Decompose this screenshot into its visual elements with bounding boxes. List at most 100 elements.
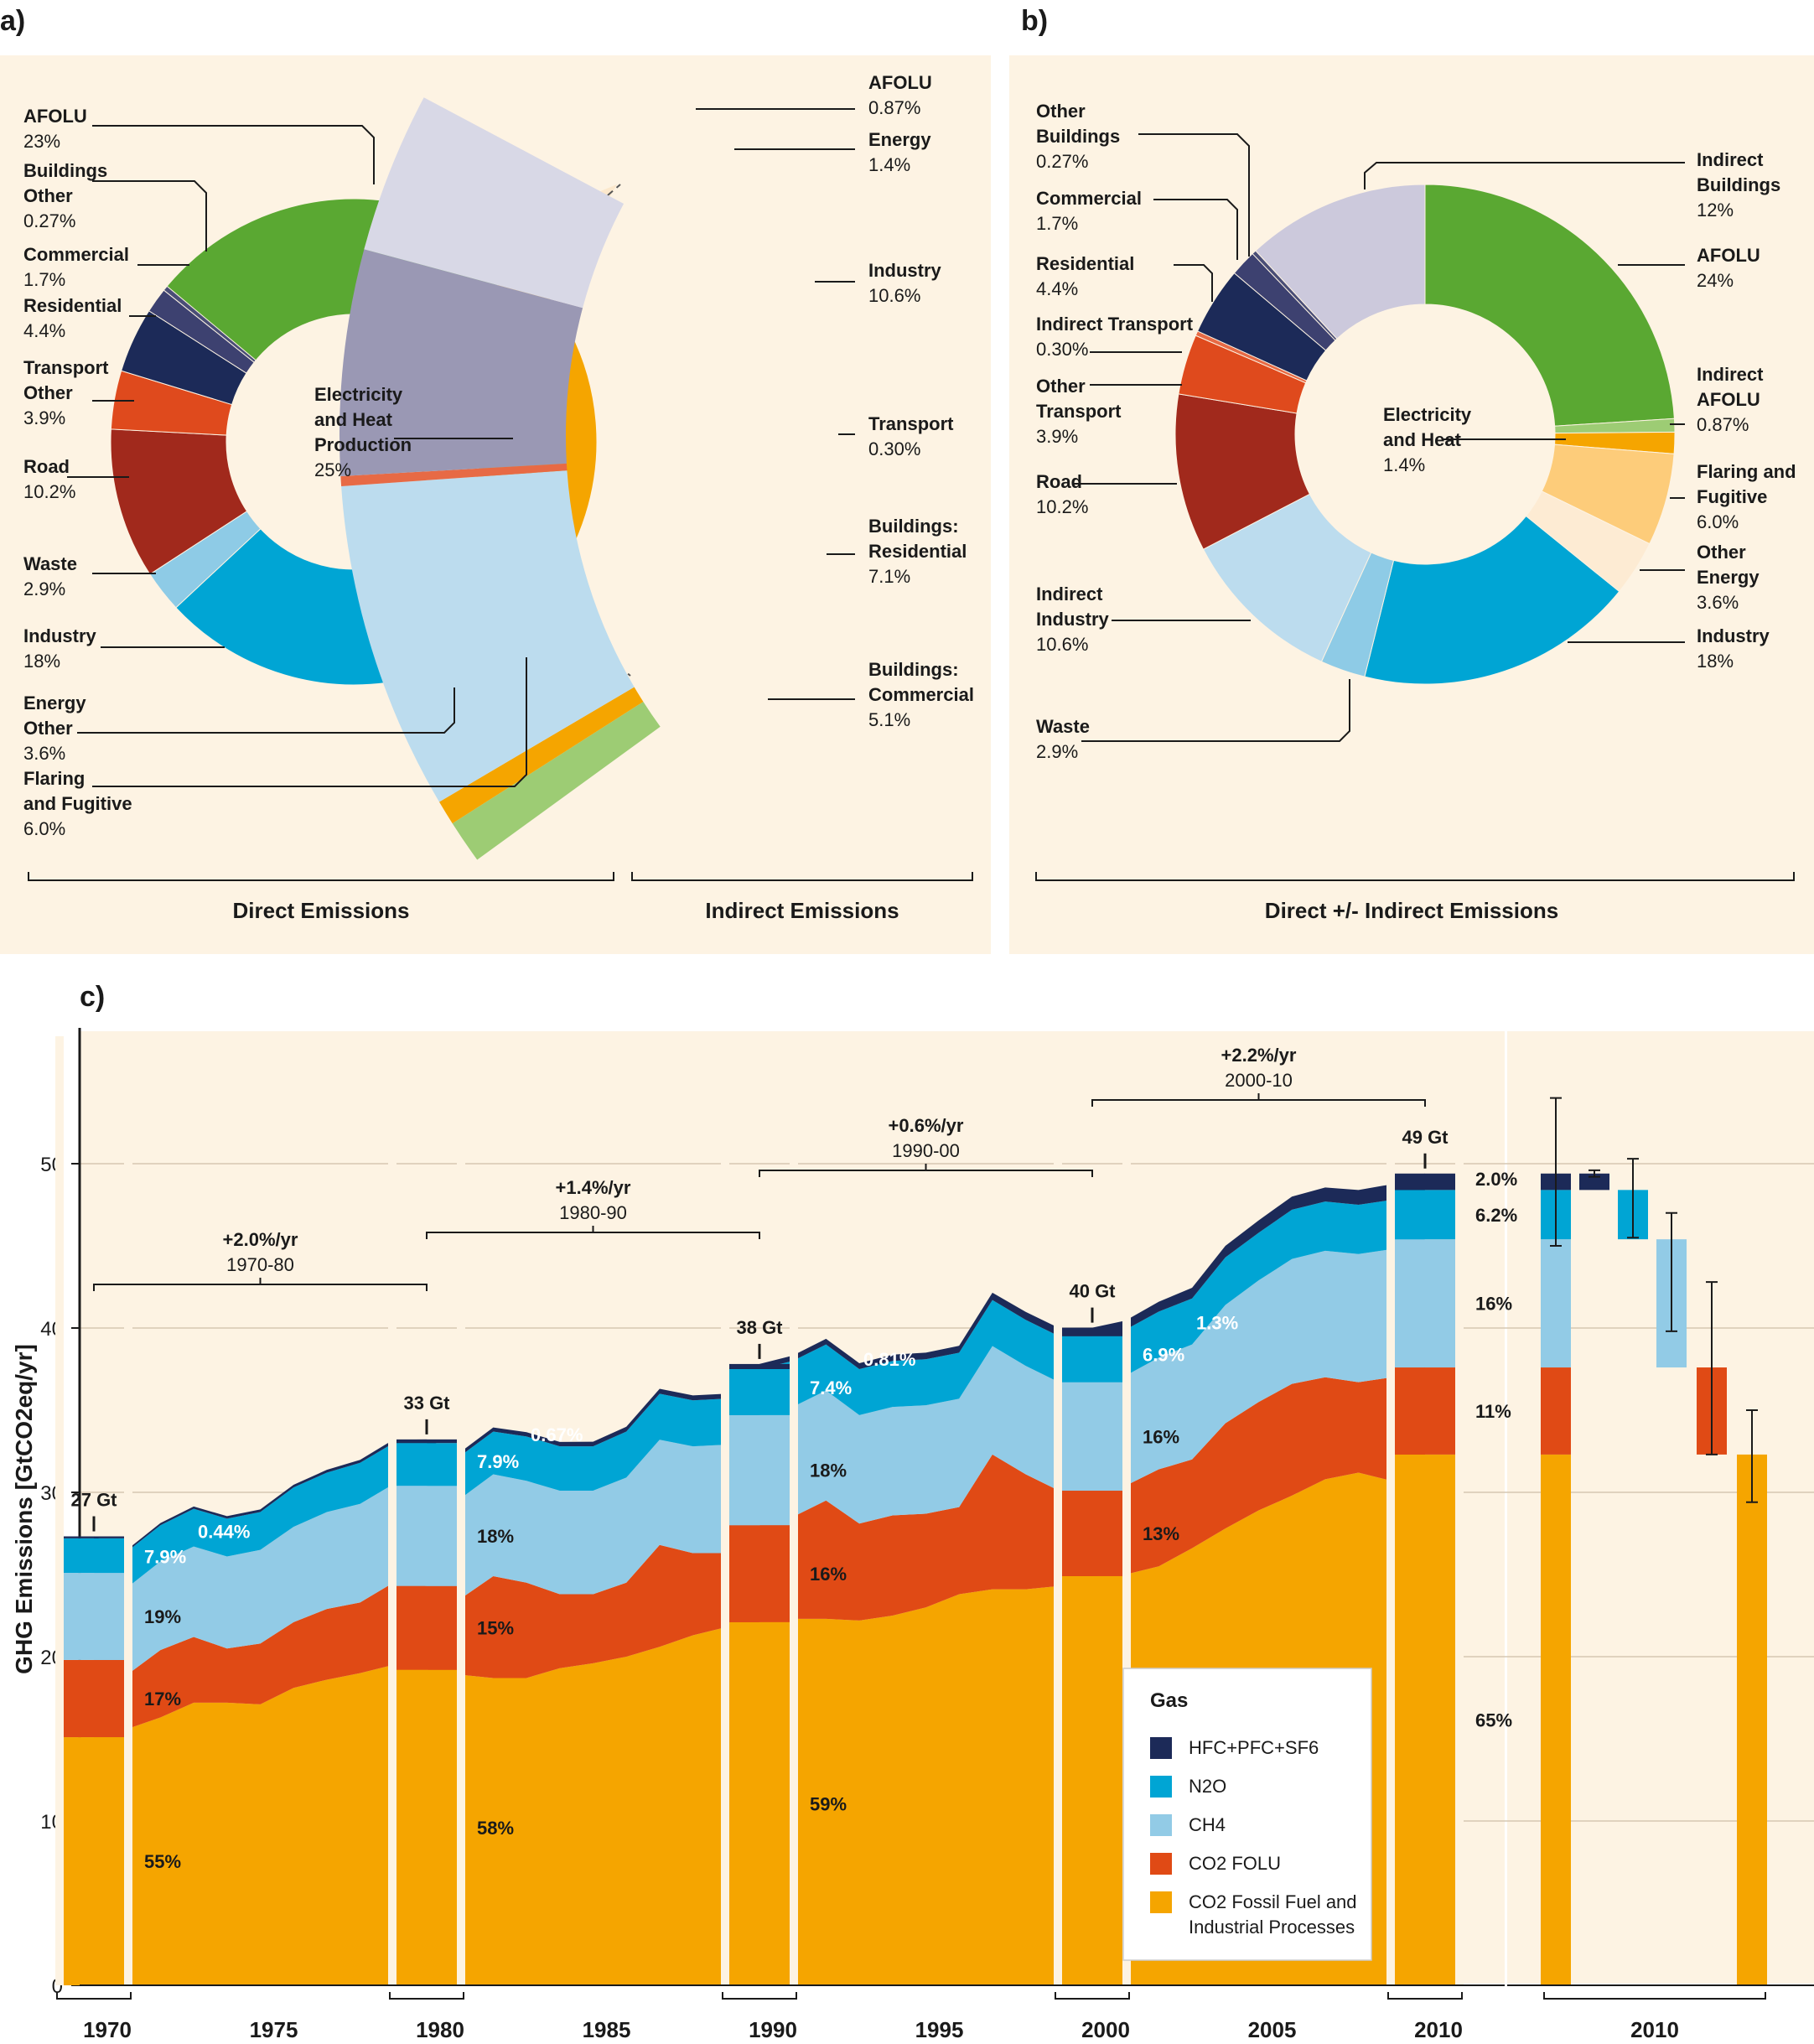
label-direct-8-line: 3.6% [23,743,65,764]
panel-b-donut: Other Buildings 0.27% Commercial 1.7% Residen… [1035,101,1796,923]
footer-direct-indirect: Direct +/- Indirect Emissions [1265,898,1558,923]
label-direct-4-line: 3.9% [23,407,65,428]
indirect-segment-energy [438,687,644,824]
pct-ch4: 19% [144,1606,181,1627]
label-indirect-1-line: 1.4% [868,154,910,175]
growth-brace [426,1226,760,1239]
label-right-3-line: 6.0% [1697,511,1739,532]
label-direct-5: Road 10.2% [23,456,75,502]
label-indirect-3: Transport 0.30% [868,413,954,459]
label-left-6-line: 10.6% [1036,634,1088,655]
label-right-5-line: Industry [1697,625,1770,646]
legend-title: Gas [1150,1689,1188,1712]
center-label-electricity-line: and Heat [314,409,393,430]
label-left-3-line: Indirect Transport [1036,314,1194,335]
slice-bar-ch4 [729,1414,790,1526]
slice-bar-co2ff [1062,1575,1122,1985]
legend-swatch-hfc [1150,1737,1172,1759]
label-right-0-line: Buildings [1697,174,1780,195]
slice-gap [1386,1036,1395,1985]
label-direct-0-line: AFOLU [23,106,87,127]
label-direct-3: Residential 4.4% [23,295,122,341]
growth-rate: +2.0%/yr [223,1229,298,1250]
label-left-7-line: 2.9% [1036,741,1078,762]
label-indirect-4-line: Buildings: [868,516,959,537]
pct-hfc: 0.44% [198,1522,250,1543]
pct-n2o: 6.2% [1475,1205,1517,1226]
pct-co2folu: 17% [144,1689,181,1709]
slice-total: 27 Gt [70,1490,117,1511]
label-indirect-1-line: Energy [868,129,931,150]
slice-bar-co2folu [1062,1491,1122,1576]
slice-bar-n2o [64,1538,124,1574]
label-left-7-line: Waste [1036,716,1090,737]
label-left-6-line: Indirect [1036,584,1103,604]
label-direct-8-line: Energy [23,693,86,713]
label-indirect-2-line: Industry [868,260,942,281]
slice-total: 49 Gt [1402,1127,1449,1148]
indirect-segment-transport [340,463,568,486]
x-tick-label: 2005 [1248,2017,1297,2042]
label-left-0-line: Buildings [1036,126,1120,147]
label-direct-6-line: Waste [23,553,77,574]
x-tick-label: 1990 [749,2017,797,2042]
label-direct-2-line: Commercial [23,244,129,265]
indirect-segment-commercial [364,97,625,309]
label-indirect-3-line: 0.30% [868,438,920,459]
label-left-1: Commercial 1.7% [1036,188,1142,234]
label-left-4-line: 3.9% [1036,426,1078,447]
pct-co2ff: 59% [810,1793,847,1814]
slice-bar-hfc [1395,1173,1455,1191]
pct-n2o: 6.9% [1143,1345,1184,1366]
legend-text-line: CO2 Fossil Fuel and [1189,1891,1357,1912]
label-direct-9: Flaring and Fugitive 6.0% [23,768,132,839]
segment-afolu [1424,184,1675,427]
label-direct-1-line: 0.27% [23,210,75,231]
panel-b-letter: b) [1021,5,1048,37]
slice-gap [790,1036,798,1985]
growth-rate: +0.6%/yr [889,1115,964,1136]
legend-text-co2folu: CO2 FOLU [1189,1853,1281,1874]
label-direct-7: Industry 18% [23,625,97,672]
segment-industry [175,527,430,686]
indirect-ring [339,97,661,860]
slice-bar-co2ff [396,1669,457,1985]
label-direct-6-line: 2.9% [23,578,65,599]
label-left-3: Indirect Transport 0.30% [1036,314,1194,360]
slice-bar-hfc [64,1536,124,1538]
legend-text-co2ff: CO2 Fossil Fuel and Industrial Processes [1189,1891,1357,1938]
label-direct-9-line: and Fugitive [23,793,132,814]
x-tick-label: 1980 [416,2017,464,2042]
pct-ch4: 18% [477,1526,514,1547]
label-right-1: AFOLU 24% [1697,245,1760,291]
slice-gap [388,1036,396,1985]
panel-a-donut: AFOLU 23% Buildings Other 0.27% Commercial 1.7… [23,72,974,923]
slice-bar-ch4 [1395,1239,1455,1368]
pct-co2ff: 65% [1475,1709,1512,1730]
slice-total: 33 Gt [403,1393,450,1414]
label-left-4: Other Transport 3.9% [1036,376,1122,447]
legend-swatch-co2folu [1150,1853,1172,1875]
panel-a-letter: a) [0,5,25,37]
label-direct-5-line: Road [23,456,70,477]
label-right-2: Indirect AFOLU 0.87% [1697,364,1764,435]
label-indirect-0-line: 0.87% [868,97,920,118]
label-left-6: Indirect Industry 10.6% [1036,584,1110,655]
slice-gap [457,1036,465,1985]
label-right-0-line: 12% [1697,200,1734,220]
pct-co2ff: 58% [477,1818,514,1839]
x-tick-label: 1985 [583,2017,631,2042]
panel-c-letter: c) [80,981,105,1013]
side-errorbar-hfc [1589,1169,1600,1178]
slice-bar-n2o [1395,1190,1455,1240]
side-errorbar-co2ff [1746,1409,1758,1503]
center-label-electricity-line: 1.4% [1383,454,1425,475]
label-left-2-line: 4.4% [1036,278,1078,299]
footer-indirect: Indirect Emissions [705,898,899,923]
leader-waste [1081,679,1350,742]
label-direct-3-line: Residential [23,295,122,316]
side-stack-ch4 [1541,1239,1571,1368]
brace-direct [28,872,614,881]
